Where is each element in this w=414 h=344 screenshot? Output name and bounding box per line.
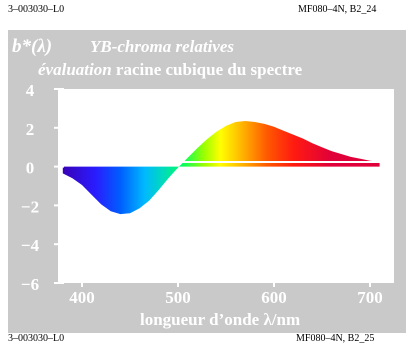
x-tick-label: 400 <box>69 288 95 307</box>
y-tick-label: 4 <box>26 81 35 100</box>
y-axis: 4 2 0 −2 −4 −6 <box>21 81 64 294</box>
header-right-id: MF080–4N, B2_24 <box>298 4 377 15</box>
label-jaune: jaune <box>283 106 325 125</box>
chart-title-rest: YB-chroma relatives <box>90 37 234 56</box>
x-tick-label: 500 <box>165 288 191 307</box>
series-area <box>62 121 380 215</box>
formula-line-1: b*(λ) = 0,4 [ y̅(λ)¹ᐟ³ − z̅(λ)¹ᐟ³ ] <box>170 183 330 198</box>
chart-title-main: b*(λ) <box>12 36 52 57</box>
chart-title-line2: évaluation racine cubique du spectre <box>38 60 303 79</box>
y-tick-label: −2 <box>21 197 39 216</box>
formula-line-2: = 0,4 { 1 − [ z(λ) / y(λ) ]¹ᐟ³ } y̅(λ)¹ᐟ… <box>178 239 350 253</box>
label-bleu: bleu <box>108 242 139 261</box>
chart-title-line2-italic: évaluation <box>38 60 112 79</box>
chart-title-line2-rest: racine cubique du spectre <box>112 60 303 79</box>
y-tick-label: −6 <box>21 275 39 294</box>
x-tick-label: 700 <box>357 288 383 307</box>
y-tick-label: 2 <box>26 120 35 139</box>
y-tick-label: −4 <box>21 236 40 255</box>
x-axis-label: longueur d’onde λ/nm <box>140 310 300 329</box>
header-left-id: 3–003030–L0 <box>8 4 65 15</box>
x-tick-label: 600 <box>261 288 287 307</box>
x-axis: 400 500 600 700 <box>69 277 383 307</box>
chart-title-rest-text: YB-chroma relatives <box>90 37 234 56</box>
y-tick-label: 0 <box>26 159 35 178</box>
